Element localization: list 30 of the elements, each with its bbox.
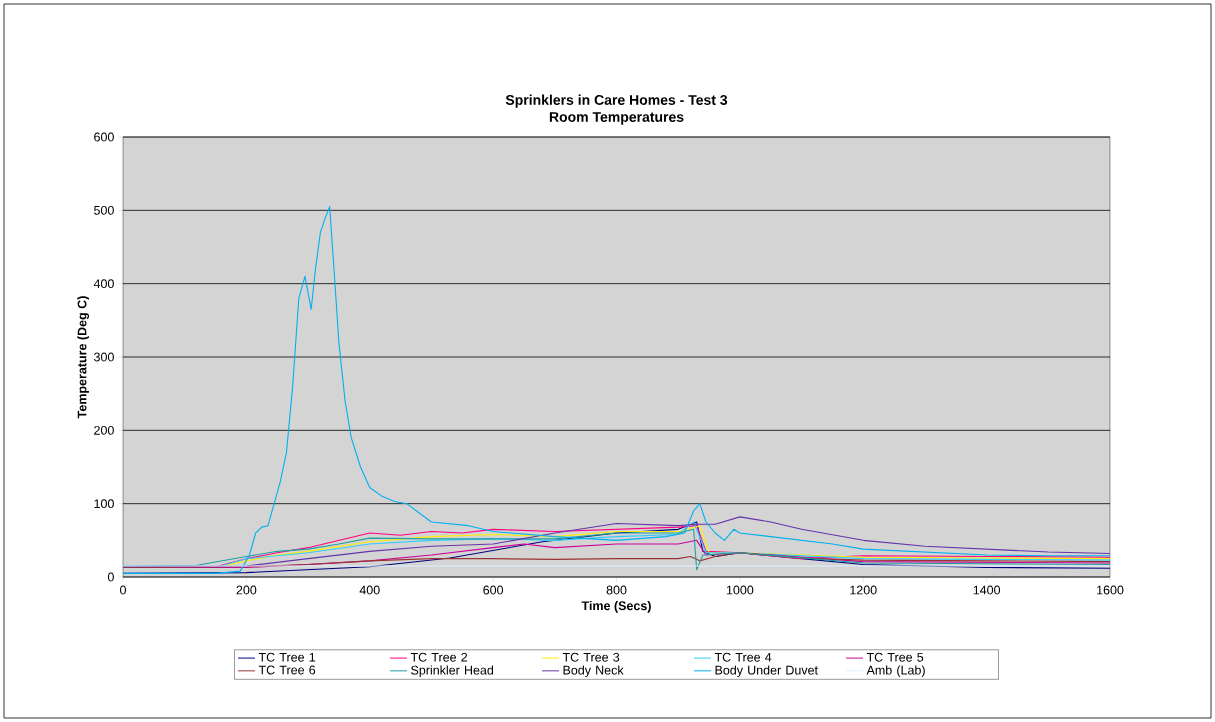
legend-label: Body Under Duvet bbox=[715, 665, 818, 678]
y-tick-label: 400 bbox=[93, 279, 114, 289]
y-tick-label: 100 bbox=[94, 499, 114, 509]
x-tick-label: 1200 bbox=[850, 585, 877, 595]
legend-label: TC Tree 4 bbox=[714, 652, 772, 662]
x-tick-label: 800 bbox=[606, 585, 627, 595]
x-tick-label: 1400 bbox=[973, 585, 1001, 595]
legend-label: TC Tree 6 bbox=[258, 665, 316, 675]
chart-title: Sprinklers in Care Homes - Test 3 bbox=[505, 94, 728, 108]
x-tick-label: 1000 bbox=[726, 585, 754, 595]
y-tick-label: 500 bbox=[94, 205, 114, 215]
legend-label: Body Neck bbox=[563, 665, 624, 678]
legend-label: Sprinkler Head bbox=[411, 665, 494, 678]
y-tick-label: 0 bbox=[107, 572, 114, 582]
y-axis-title: Temperature (Deg C) bbox=[77, 296, 89, 419]
legend-label: TC Tree 5 bbox=[866, 652, 924, 662]
x-tick-label: 200 bbox=[236, 585, 257, 595]
x-tick-label: 0 bbox=[120, 585, 126, 595]
x-tick-label: 600 bbox=[483, 585, 504, 595]
chart-subtitle: Room Temperatures bbox=[549, 112, 684, 125]
legend-label: Amb (Lab) bbox=[866, 665, 925, 678]
x-tick-label: 400 bbox=[359, 585, 380, 595]
x-tick-label: 1600 bbox=[1097, 585, 1124, 595]
legend-label: TC Tree 2 bbox=[410, 652, 468, 662]
x-axis-title: Time (Secs) bbox=[581, 600, 651, 613]
y-tick-label: 600 bbox=[94, 132, 114, 142]
y-tick-label: 200 bbox=[94, 425, 114, 435]
y-tick-label: 300 bbox=[94, 352, 114, 362]
legend-label: TC Tree 3 bbox=[562, 652, 620, 662]
legend-label: TC Tree 1 bbox=[258, 652, 316, 662]
